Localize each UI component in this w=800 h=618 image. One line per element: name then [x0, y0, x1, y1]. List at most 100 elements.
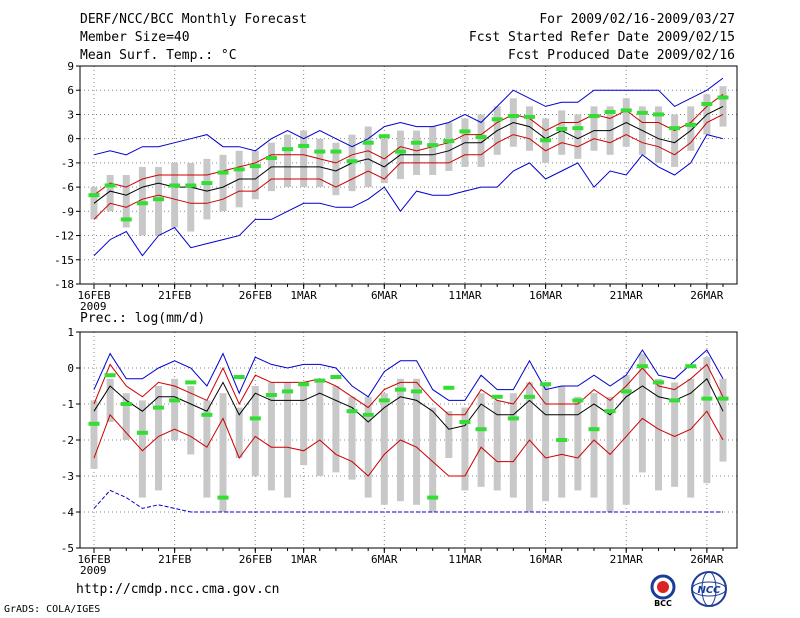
- bcc-logo: BCC: [644, 570, 682, 608]
- obs-marker: [701, 396, 713, 401]
- series-lower-line: [93, 410, 724, 477]
- spread-bar: [332, 142, 340, 196]
- y-tick-label: 6: [67, 84, 74, 97]
- fcst-produced-date: Fcst Produced Date 2009/02/16: [508, 48, 735, 63]
- obs-marker: [217, 495, 229, 500]
- obs-marker: [556, 126, 568, 131]
- spread-bar: [251, 386, 259, 476]
- x-tick-label: 1MAR: [290, 553, 317, 566]
- series-max-line: [93, 349, 724, 401]
- obs-marker: [185, 183, 197, 188]
- spread-bar: [138, 400, 146, 498]
- obs-marker: [475, 427, 487, 432]
- x-tick-label: 16FEB: [77, 553, 110, 566]
- variable-label: Mean Surf. Temp.: °C: [80, 48, 237, 63]
- spread-bar: [203, 400, 211, 498]
- spread-bar: [445, 411, 453, 458]
- y-tick-label: -4: [61, 506, 75, 519]
- obs-marker: [411, 389, 423, 394]
- obs-marker: [120, 402, 132, 406]
- obs-marker: [394, 149, 406, 154]
- obs-marker: [233, 375, 245, 379]
- spread-bar: [461, 407, 469, 491]
- spread-bar: [671, 382, 679, 487]
- obs-marker: [169, 183, 181, 188]
- obs-marker: [427, 143, 439, 148]
- x-tick-label: 16MAR: [529, 553, 562, 566]
- member-size-label: Member Size=40: [80, 30, 190, 45]
- obs-marker: [201, 412, 213, 417]
- obs-marker: [330, 149, 342, 154]
- obs-marker: [136, 201, 148, 206]
- obs-marker: [572, 398, 584, 403]
- obs-marker: [620, 389, 632, 394]
- obs-marker: [620, 108, 632, 113]
- obs-marker: [104, 373, 116, 378]
- obs-marker: [685, 122, 697, 127]
- obs-marker: [201, 181, 213, 186]
- y-tick-label: 9: [67, 60, 74, 73]
- spread-bar: [493, 400, 501, 491]
- ncc-logo-text: NCC: [697, 585, 721, 596]
- y-tick-label: -3: [61, 470, 74, 483]
- obs-marker: [652, 112, 664, 117]
- y-tick-label: -9: [61, 205, 74, 218]
- spread-bar: [525, 382, 533, 512]
- spread-bar: [413, 378, 421, 505]
- series-mean-line: [93, 377, 724, 430]
- spread-bar: [542, 386, 550, 502]
- obs-marker: [443, 385, 455, 390]
- spread-bar: [654, 106, 662, 163]
- x-year-label: 2009: [80, 564, 107, 577]
- x-tick-label: 26FEB: [239, 553, 272, 566]
- obs-marker: [427, 495, 439, 500]
- obs-marker: [265, 156, 277, 161]
- obs-marker: [669, 126, 681, 131]
- spread-bar: [477, 114, 485, 167]
- spread-bar: [219, 393, 227, 512]
- spread-bar: [235, 407, 243, 458]
- series-upper-line: [93, 363, 724, 416]
- obs-marker: [588, 427, 600, 432]
- x-tick-label: 16MAR: [529, 289, 562, 302]
- obs-marker: [298, 143, 310, 148]
- obs-marker: [540, 138, 552, 143]
- spread-bar: [687, 106, 695, 151]
- obs-marker: [136, 430, 148, 435]
- ncc-logo: NCC: [690, 570, 728, 608]
- y-tick-label: 0: [67, 133, 74, 146]
- spread-bar: [300, 130, 308, 188]
- spread-bar: [219, 154, 227, 212]
- obs-marker: [346, 409, 358, 414]
- obs-marker: [701, 101, 713, 106]
- obs-marker: [298, 382, 310, 387]
- spread-bar: [122, 175, 130, 228]
- spread-bar: [703, 357, 711, 484]
- y-tick-label: 0: [67, 362, 74, 375]
- obs-marker: [491, 394, 503, 399]
- spread-bar: [525, 106, 533, 151]
- x-tick-label: 21MAR: [610, 289, 643, 302]
- series-upper-line: [93, 93, 724, 196]
- y-tick-label: -1: [61, 398, 74, 411]
- series-mean-line: [93, 105, 724, 204]
- series-min-line: [93, 134, 724, 257]
- obs-marker: [185, 380, 197, 385]
- obs-marker: [88, 193, 100, 198]
- spread-bar: [187, 162, 195, 232]
- obs-marker: [459, 129, 471, 134]
- obs-marker: [411, 140, 423, 145]
- obs-marker: [669, 398, 681, 403]
- obs-marker: [362, 412, 374, 417]
- x-tick-label: 11MAR: [448, 553, 481, 566]
- source-url[interactable]: http://cmdp.ncc.cma.gov.cn: [76, 582, 280, 597]
- spread-bar: [558, 110, 566, 155]
- temperature-panel: -18 -15 -12 -9 -6 -3 0 3 6 9 16FEB 21FEB 26FEB 1MAR 6M…: [54, 60, 738, 313]
- obs-marker: [685, 364, 697, 369]
- bcc-logo-text: BCC: [654, 599, 672, 608]
- spread-bar: [171, 378, 179, 440]
- spread-bar: [106, 175, 114, 212]
- obs-marker: [459, 420, 471, 424]
- spread-bar: [316, 138, 324, 188]
- obs-marker: [153, 405, 165, 410]
